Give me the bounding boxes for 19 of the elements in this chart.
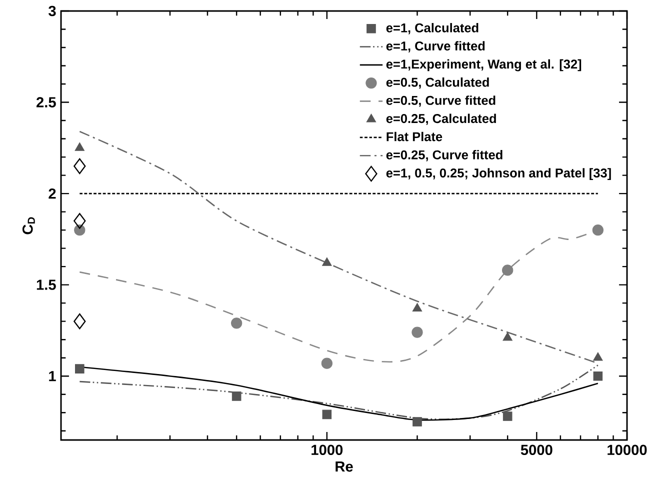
x-tick-label: 1000: [312, 444, 343, 456]
legend-label: e=0.25, Curve fitted: [386, 150, 502, 162]
legend-label: e=0.25, Calculated: [386, 114, 496, 125]
y-tick-label: 3: [48, 6, 56, 16]
y-tick-label: 1.5: [36, 280, 56, 290]
legend-label: e=0.5, Curve fitted: [386, 96, 496, 107]
legend-label: e=1,Experiment, Wang et al. [32]: [386, 59, 582, 72]
y-axis-title: C$_{D}$: [22, 217, 35, 234]
legend-label: e=1, Curve fitted: [386, 41, 485, 52]
legend-label: Flat Plate: [386, 132, 442, 142]
y-tick-label: 2.5: [36, 97, 56, 108]
legend-label: e=0.5, Calculated: [386, 77, 489, 89]
y-tick-label: 1: [49, 371, 56, 382]
legend-label: e=1, Calculated: [386, 23, 478, 34]
x-tick-label: 10000: [608, 444, 647, 456]
legend-label: e=1, 0.5, 0.25; Johnson and Patel [33]: [386, 168, 611, 180]
x-axis-title: Re: [336, 462, 353, 472]
x-tick-label: 5000: [520, 444, 552, 456]
y-tick-label: 2: [48, 188, 56, 199]
